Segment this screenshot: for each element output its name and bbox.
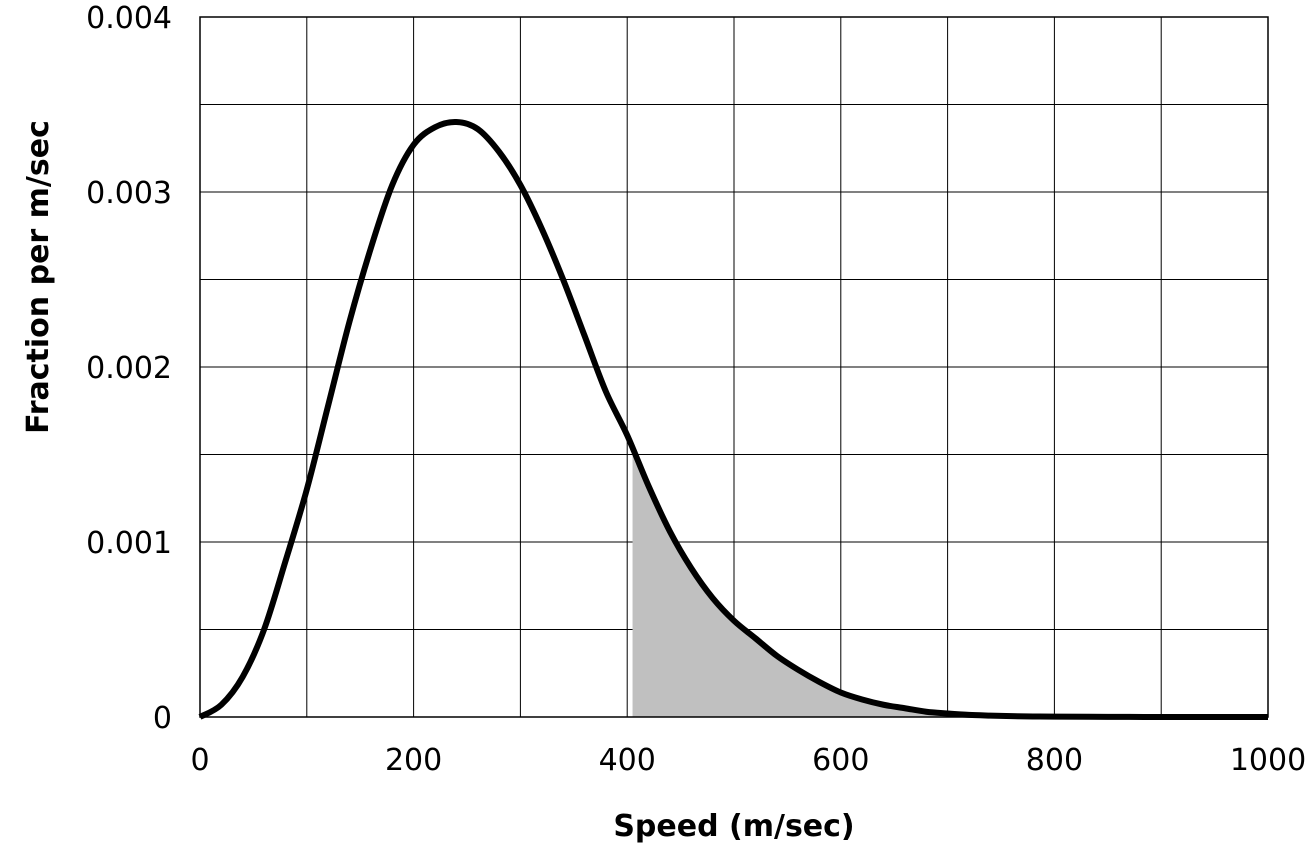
y-tick-label: 0.002	[86, 351, 172, 386]
y-tick-label: 0.004	[86, 1, 172, 36]
y-tick-label: 0	[153, 701, 172, 736]
x-tick-label: 200	[385, 743, 442, 778]
x-tick-label: 400	[599, 743, 656, 778]
x-tick-label: 1000	[1230, 743, 1306, 778]
x-tick-label: 600	[812, 743, 869, 778]
grid-lines	[200, 17, 1268, 717]
plot-frame	[199, 16, 1269, 718]
x-axis-label: Speed (m/sec)	[613, 809, 854, 844]
series-line	[198, 118, 1268, 721]
x-tick-label: 0	[190, 743, 209, 778]
y-axis-label: Fraction per m/sec	[21, 120, 56, 434]
y-tick-label: 0.003	[86, 176, 172, 211]
y-tick-label: 0.001	[86, 526, 172, 561]
y-axis-ticks: 0 0.001 0.002 0.003 0.004	[86, 1, 172, 736]
x-tick-label: 800	[1026, 743, 1083, 778]
shaded-area	[632, 447, 1268, 718]
x-axis-ticks: 0 200 400 600 800 1000	[190, 743, 1306, 778]
